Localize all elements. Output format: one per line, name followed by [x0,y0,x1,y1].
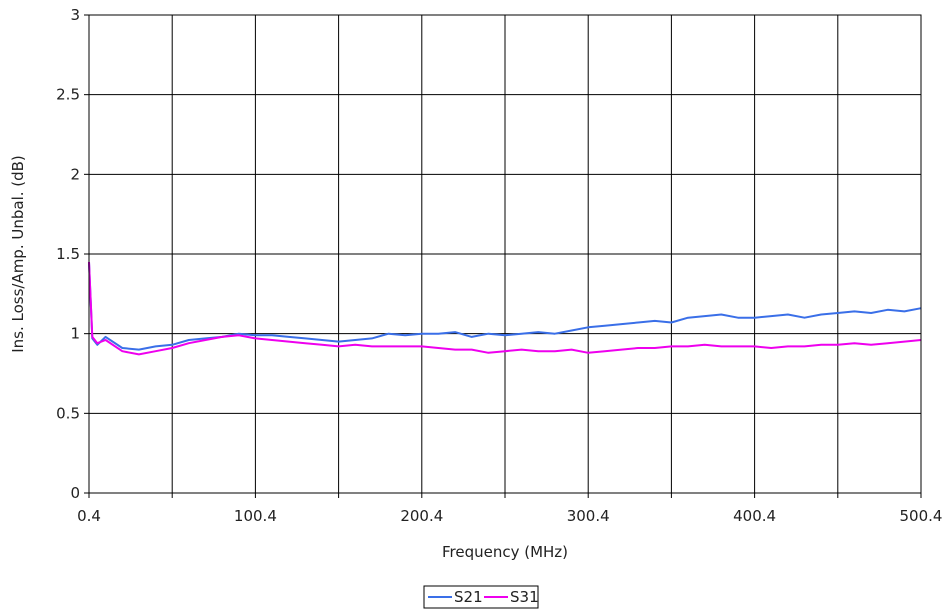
grid-lines [88,14,922,494]
x-tick-label: 100.4 [234,507,277,525]
series-layer [88,261,922,356]
series-line-s31 [88,261,922,356]
y-axis-ticks: 0 0.5 1 1.5 2 2.5 3 [56,6,89,502]
y-axis-label: Ins. Loss/Amp. Unbal. (dB) [9,155,27,353]
legend-label-s31: S31 [510,588,539,606]
y-tick-label: 0.5 [56,404,80,422]
y-tick-label: 0 [70,484,80,502]
x-tick-label: 500.4 [900,507,943,525]
x-axis-ticks: 0.4 100.4 200.4 300.4 400.4 500.4 [77,493,942,525]
y-tick-label: 2 [70,165,80,183]
legend-label-s21: S21 [454,588,483,606]
legend: S21 S31 [423,585,539,609]
legend-box [423,585,539,609]
x-tick-label: 200.4 [400,507,443,525]
y-tick-label: 1 [70,325,80,343]
x-tick-label: 400.4 [733,507,776,525]
y-tick-label: 2.5 [56,86,80,104]
series-line-s21 [88,261,922,351]
x-tick-label: 300.4 [567,507,610,525]
y-tick-label: 1.5 [56,245,80,263]
x-axis-label: Frequency (MHz) [442,543,568,561]
y-tick-label: 3 [70,6,80,24]
x-tick-label: 0.4 [77,507,101,525]
